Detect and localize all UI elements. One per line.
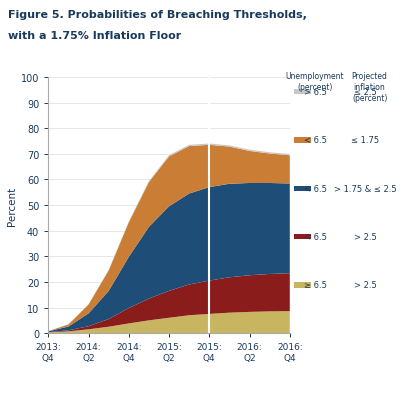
Text: with a 1.75% Inflation Floor: with a 1.75% Inflation Floor (8, 31, 182, 40)
Text: < 6.5: < 6.5 (304, 136, 326, 145)
Text: ≥ 6.5: ≥ 6.5 (304, 281, 326, 290)
Text: > 1.75 & ≤ 2.5: > 1.75 & ≤ 2.5 (334, 184, 397, 193)
Text: Projected
inflation
(percent): Projected inflation (percent) (352, 72, 388, 103)
Text: > 6.5: > 6.5 (304, 88, 326, 97)
Text: Figure 5. Probabilities of Breaching Thresholds,: Figure 5. Probabilities of Breaching Thr… (8, 10, 307, 20)
Text: ≤ 2.5: ≤ 2.5 (354, 88, 377, 97)
Text: ≤ 1.75: ≤ 1.75 (352, 136, 379, 145)
Text: > 2.5: > 2.5 (354, 232, 377, 241)
Text: < 6.5: < 6.5 (304, 184, 326, 193)
Text: > 2.5: > 2.5 (354, 281, 377, 290)
Y-axis label: Percent: Percent (7, 186, 17, 225)
Text: Unemployment
(percent): Unemployment (percent) (286, 72, 344, 92)
Text: < 6.5: < 6.5 (304, 232, 326, 241)
